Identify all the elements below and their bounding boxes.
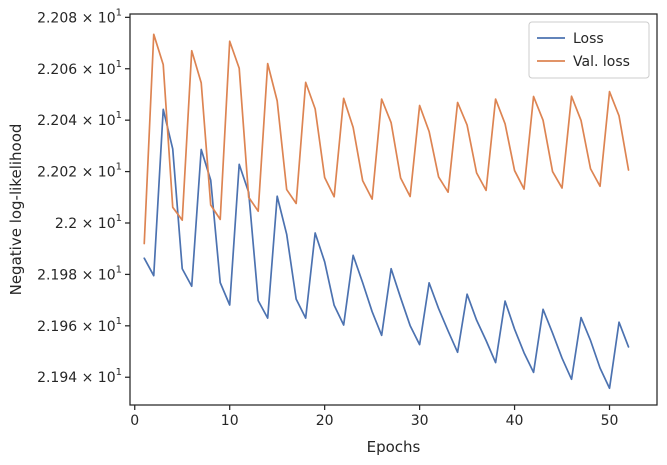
y-tick-exponent: 1 — [116, 7, 122, 18]
y-tick-exponent: 1 — [116, 162, 122, 173]
y-tick-exponent: 1 — [116, 264, 122, 275]
legend-label: Loss — [573, 31, 604, 47]
legend: Loss Val. loss — [528, 21, 650, 79]
y-tick-exponent: 1 — [116, 110, 122, 121]
y-tick-exponent: 1 — [116, 367, 122, 378]
plot-area — [129, 13, 658, 406]
y-tick-mantissa: 2.202 — [37, 165, 77, 181]
x-tick-label: 40 — [506, 413, 524, 429]
y-tick-label: 2.2 × 101 — [55, 213, 122, 232]
y-tick-label: 2.206 × 101 — [37, 59, 122, 78]
y-tick-mantissa: 2.194 — [37, 370, 77, 386]
y-tick-mantissa: 2.2 — [55, 216, 77, 232]
y-tick-label: 2.208 × 101 — [37, 7, 122, 26]
y-tick-exponent: 1 — [116, 59, 122, 70]
y-tick-mantissa: 2.196 — [37, 319, 77, 335]
x-axis: 0 10 20 30 40 50 — [130, 405, 618, 429]
series-layer — [143, 33, 630, 390]
legend-label: Val. loss — [573, 54, 630, 70]
legend-box — [528, 21, 650, 79]
y-tick-base: 10 — [98, 10, 116, 26]
series-line-loss — [143, 108, 630, 390]
y-tick-times: × — [77, 267, 98, 283]
y-tick-times: × — [77, 113, 98, 129]
y-tick-base: 10 — [98, 319, 116, 335]
x-axis-title: Epochs — [367, 438, 421, 456]
x-tick-label: 30 — [411, 413, 429, 429]
y-tick-base: 10 — [98, 165, 116, 181]
x-tick-label: 0 — [130, 413, 139, 429]
y-tick-base: 10 — [98, 62, 116, 78]
y-tick-label: 2.194 × 101 — [37, 367, 122, 386]
y-tick-times: × — [77, 319, 98, 335]
y-tick-base: 10 — [98, 370, 116, 386]
x-tick-label: 50 — [601, 413, 619, 429]
series-line-val-loss — [143, 33, 630, 245]
plot-frame — [129, 13, 658, 406]
y-tick-mantissa: 2.206 — [37, 62, 77, 78]
y-tick-base: 10 — [98, 216, 116, 232]
y-tick-mantissa: 2.198 — [37, 267, 77, 283]
y-tick-base: 10 — [98, 267, 116, 283]
y-tick-times: × — [77, 62, 98, 78]
y-tick-label: 2.202 × 101 — [37, 162, 122, 181]
y-tick-label: 2.196 × 101 — [37, 316, 122, 335]
y-tick-times: × — [77, 216, 98, 232]
y-tick-times: × — [77, 10, 98, 26]
y-tick-exponent: 1 — [116, 213, 122, 224]
y-tick-mantissa: 2.208 — [37, 10, 77, 26]
y-tick-base: 10 — [98, 113, 116, 129]
y-tick-label: 2.198 × 101 — [37, 264, 122, 283]
y-tick-times: × — [77, 165, 98, 181]
x-tick-label: 10 — [221, 413, 239, 429]
y-tick-times: × — [77, 370, 98, 386]
y-axis-title: Negative log-likelihood — [7, 124, 25, 296]
y-tick-mantissa: 2.204 — [37, 113, 77, 129]
y-tick-label: 2.204 × 101 — [37, 110, 122, 129]
x-tick-label: 20 — [316, 413, 334, 429]
y-tick-exponent: 1 — [116, 316, 122, 327]
plot-background — [130, 14, 657, 405]
